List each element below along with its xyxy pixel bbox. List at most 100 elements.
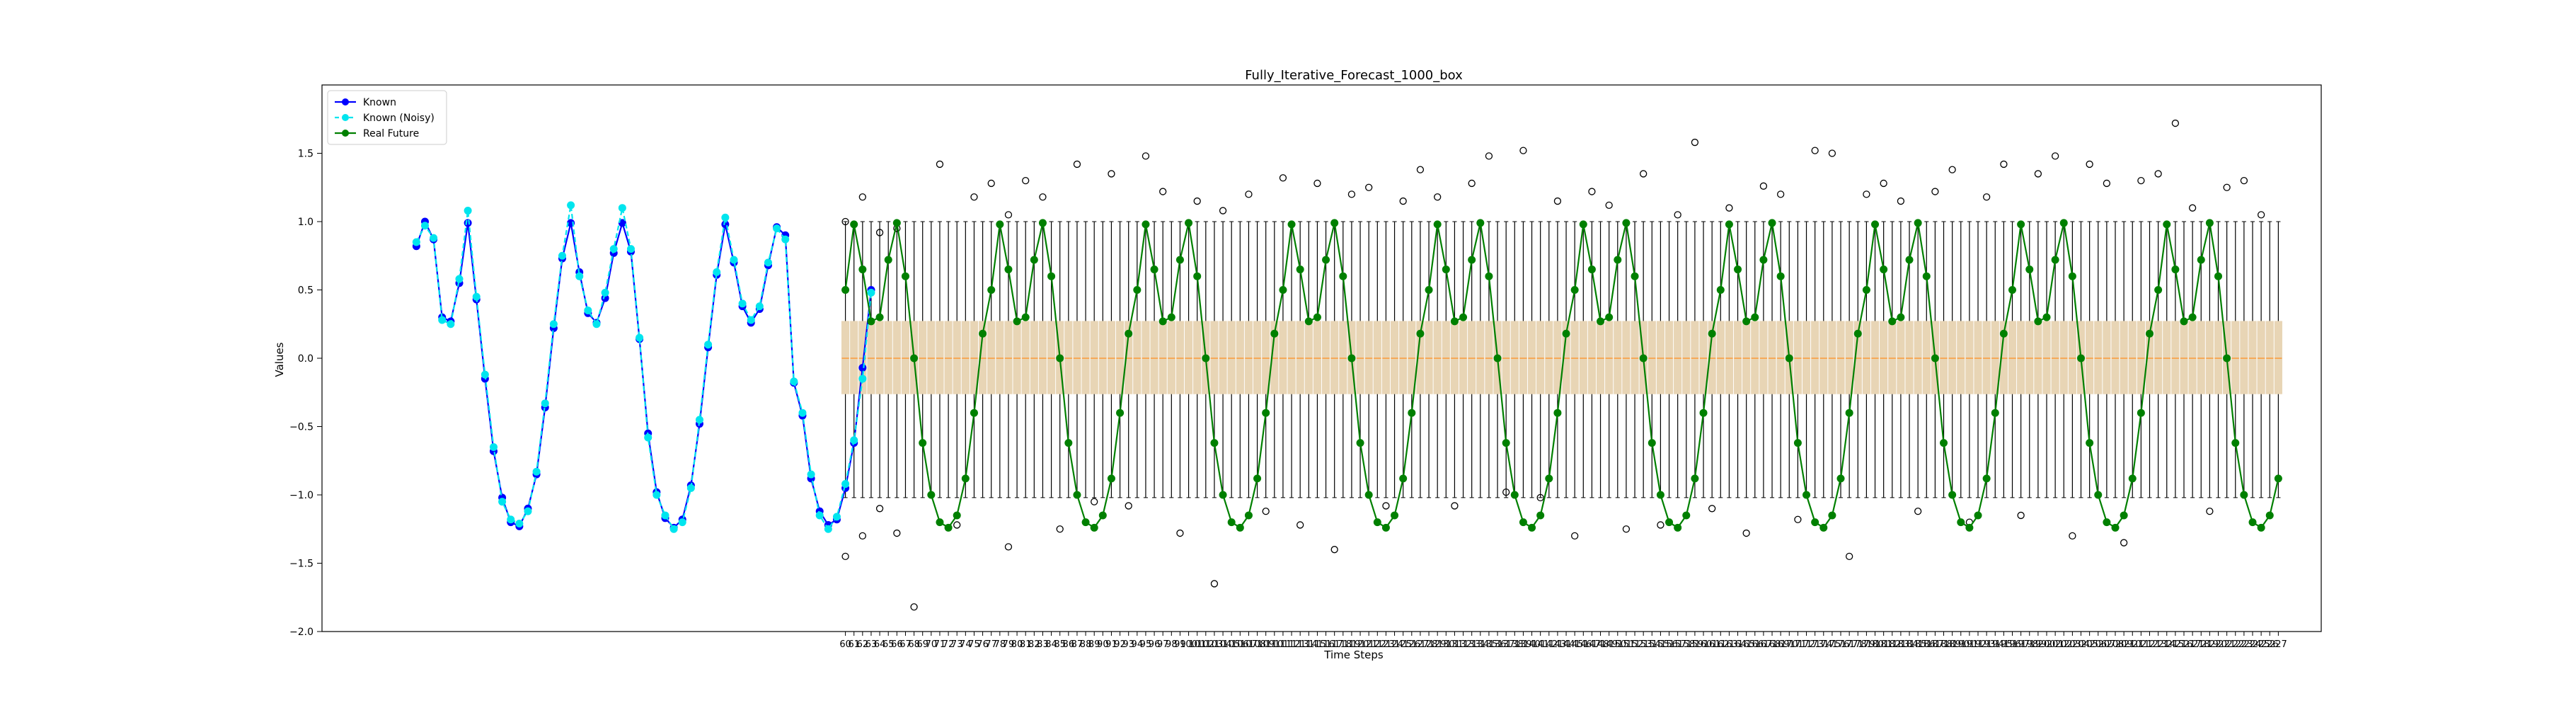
x-tick-label: 90 bbox=[1097, 639, 1109, 650]
boxplot bbox=[2111, 221, 2120, 498]
real-future-point bbox=[1940, 439, 1948, 447]
outlier-point bbox=[1056, 525, 1064, 533]
box bbox=[1167, 321, 1175, 394]
x-tick-label: 151 bbox=[1618, 639, 1635, 650]
outlier-point bbox=[1553, 197, 1562, 205]
x-tick-label: 138 bbox=[1506, 639, 1524, 650]
outlier-point bbox=[1794, 515, 1802, 523]
x-tick-label: 198 bbox=[2020, 639, 2038, 650]
outlier-point bbox=[1073, 160, 1081, 169]
real-future-point bbox=[1965, 523, 1974, 532]
boxplot bbox=[1227, 221, 1236, 498]
boxplot bbox=[1476, 221, 1485, 498]
outlier-point bbox=[1622, 525, 1631, 533]
x-tick-label: 147 bbox=[1583, 639, 1601, 650]
real-future-point bbox=[1373, 518, 1381, 527]
x-tick-label: 226 bbox=[2261, 639, 2279, 650]
known-noisy-point bbox=[798, 409, 807, 417]
x-tick-label: 144 bbox=[1558, 639, 1575, 650]
real-future-point bbox=[2068, 272, 2076, 280]
box bbox=[901, 321, 910, 394]
box bbox=[2042, 321, 2051, 394]
x-tick-label: 87 bbox=[1071, 639, 1083, 650]
boxplot bbox=[1167, 221, 1175, 498]
x-tick-label: 165 bbox=[1737, 639, 1755, 650]
box bbox=[1107, 321, 1116, 394]
boxplot bbox=[2059, 221, 2068, 498]
box bbox=[2008, 321, 2017, 394]
boxplot bbox=[1030, 221, 1038, 498]
boxplot bbox=[2197, 221, 2205, 498]
real-future-point bbox=[1691, 474, 1699, 483]
real-future-point bbox=[2248, 518, 2257, 527]
real-future-point bbox=[996, 220, 1004, 229]
outlier-point bbox=[1759, 182, 1768, 190]
x-tick-label: 192 bbox=[1970, 639, 1987, 650]
x-tick-label: 178 bbox=[1849, 639, 1867, 650]
boxplot bbox=[1965, 221, 1974, 498]
known-noisy-point bbox=[447, 320, 455, 329]
real-future-point bbox=[2008, 286, 2017, 294]
boxplot bbox=[1175, 221, 1185, 498]
real-future-point bbox=[1175, 256, 1184, 264]
known-noisy-point bbox=[575, 272, 584, 280]
real-future-point bbox=[1287, 220, 1296, 229]
known-noisy-point bbox=[524, 507, 532, 515]
legend-box bbox=[327, 90, 447, 145]
box bbox=[1125, 321, 1133, 394]
outlier-point bbox=[1108, 170, 1115, 178]
x-tick-label: 63 bbox=[866, 639, 878, 650]
x-tick-label: 202 bbox=[2055, 639, 2073, 650]
x-tick-label: 65 bbox=[882, 639, 895, 650]
boxplot bbox=[1888, 221, 1897, 498]
known-noisy-point bbox=[498, 498, 507, 506]
real-future-point bbox=[2223, 354, 2231, 362]
y-tick-label: −2.0 bbox=[289, 627, 314, 638]
outlier-point bbox=[1022, 176, 1030, 185]
real-future-point bbox=[2171, 266, 2180, 274]
boxplot bbox=[1313, 221, 1322, 498]
box bbox=[1450, 321, 1459, 394]
real-future-point bbox=[1587, 266, 1596, 274]
real-future-point bbox=[1819, 523, 1828, 532]
box bbox=[1262, 321, 1270, 394]
outlier-point bbox=[1004, 543, 1013, 551]
box bbox=[1691, 321, 1699, 394]
real-future-point bbox=[1064, 439, 1073, 447]
known-noisy-point bbox=[541, 399, 549, 408]
y-tick-label: 1.5 bbox=[298, 149, 314, 160]
real-future-point bbox=[1107, 474, 1115, 483]
boxplot bbox=[1897, 221, 1905, 498]
real-future-point bbox=[1897, 313, 1905, 321]
real-future-point bbox=[1116, 409, 1125, 417]
boxplot bbox=[953, 221, 961, 498]
outlier-point bbox=[1245, 190, 1253, 198]
box bbox=[1425, 321, 1433, 394]
real-future-point bbox=[2111, 523, 2120, 532]
boxplot bbox=[1081, 221, 1090, 498]
box bbox=[1742, 321, 1751, 394]
real-future-point bbox=[2265, 511, 2274, 520]
boxplot bbox=[1957, 221, 1965, 498]
boxplot bbox=[1433, 221, 1442, 498]
boxplot bbox=[1270, 221, 1279, 498]
box bbox=[1664, 321, 1674, 394]
box bbox=[1270, 321, 1279, 394]
box bbox=[2240, 321, 2248, 394]
box bbox=[2051, 321, 2059, 394]
outlier-point bbox=[1863, 190, 1870, 198]
known-noisy-point bbox=[686, 484, 695, 492]
legend-marker bbox=[342, 98, 349, 105]
real-future-point bbox=[1597, 317, 1605, 326]
boxplot bbox=[1631, 221, 1639, 498]
y-tick-label: 0.5 bbox=[298, 285, 314, 297]
box bbox=[1562, 321, 1570, 394]
x-tick-label: 160 bbox=[1695, 639, 1713, 650]
x-tick-label: 60 bbox=[839, 639, 851, 650]
real-future-point bbox=[1347, 354, 1356, 362]
boxplot bbox=[936, 221, 944, 498]
box bbox=[927, 321, 936, 394]
outlier-point bbox=[2206, 508, 2214, 515]
boxplot bbox=[1819, 221, 1828, 498]
boxplot bbox=[1125, 221, 1133, 498]
